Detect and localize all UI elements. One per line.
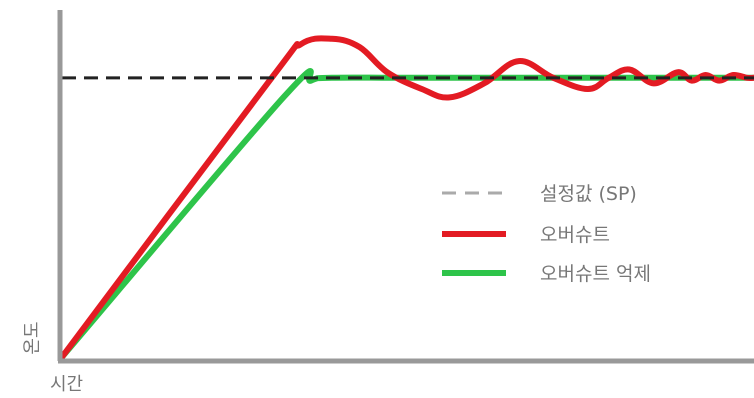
- x-axis-label: 시간: [50, 374, 83, 395]
- y-axis-label: 온도: [22, 321, 43, 354]
- legend-label-setpoint: 설정값 (SP): [540, 183, 637, 205]
- overshoot-series-line: [59, 35, 754, 360]
- legend-label-suppressed: 오버슈트 억제: [540, 263, 651, 285]
- legend-label-overshoot: 오버슈트: [540, 224, 610, 246]
- series-layer: [59, 35, 754, 360]
